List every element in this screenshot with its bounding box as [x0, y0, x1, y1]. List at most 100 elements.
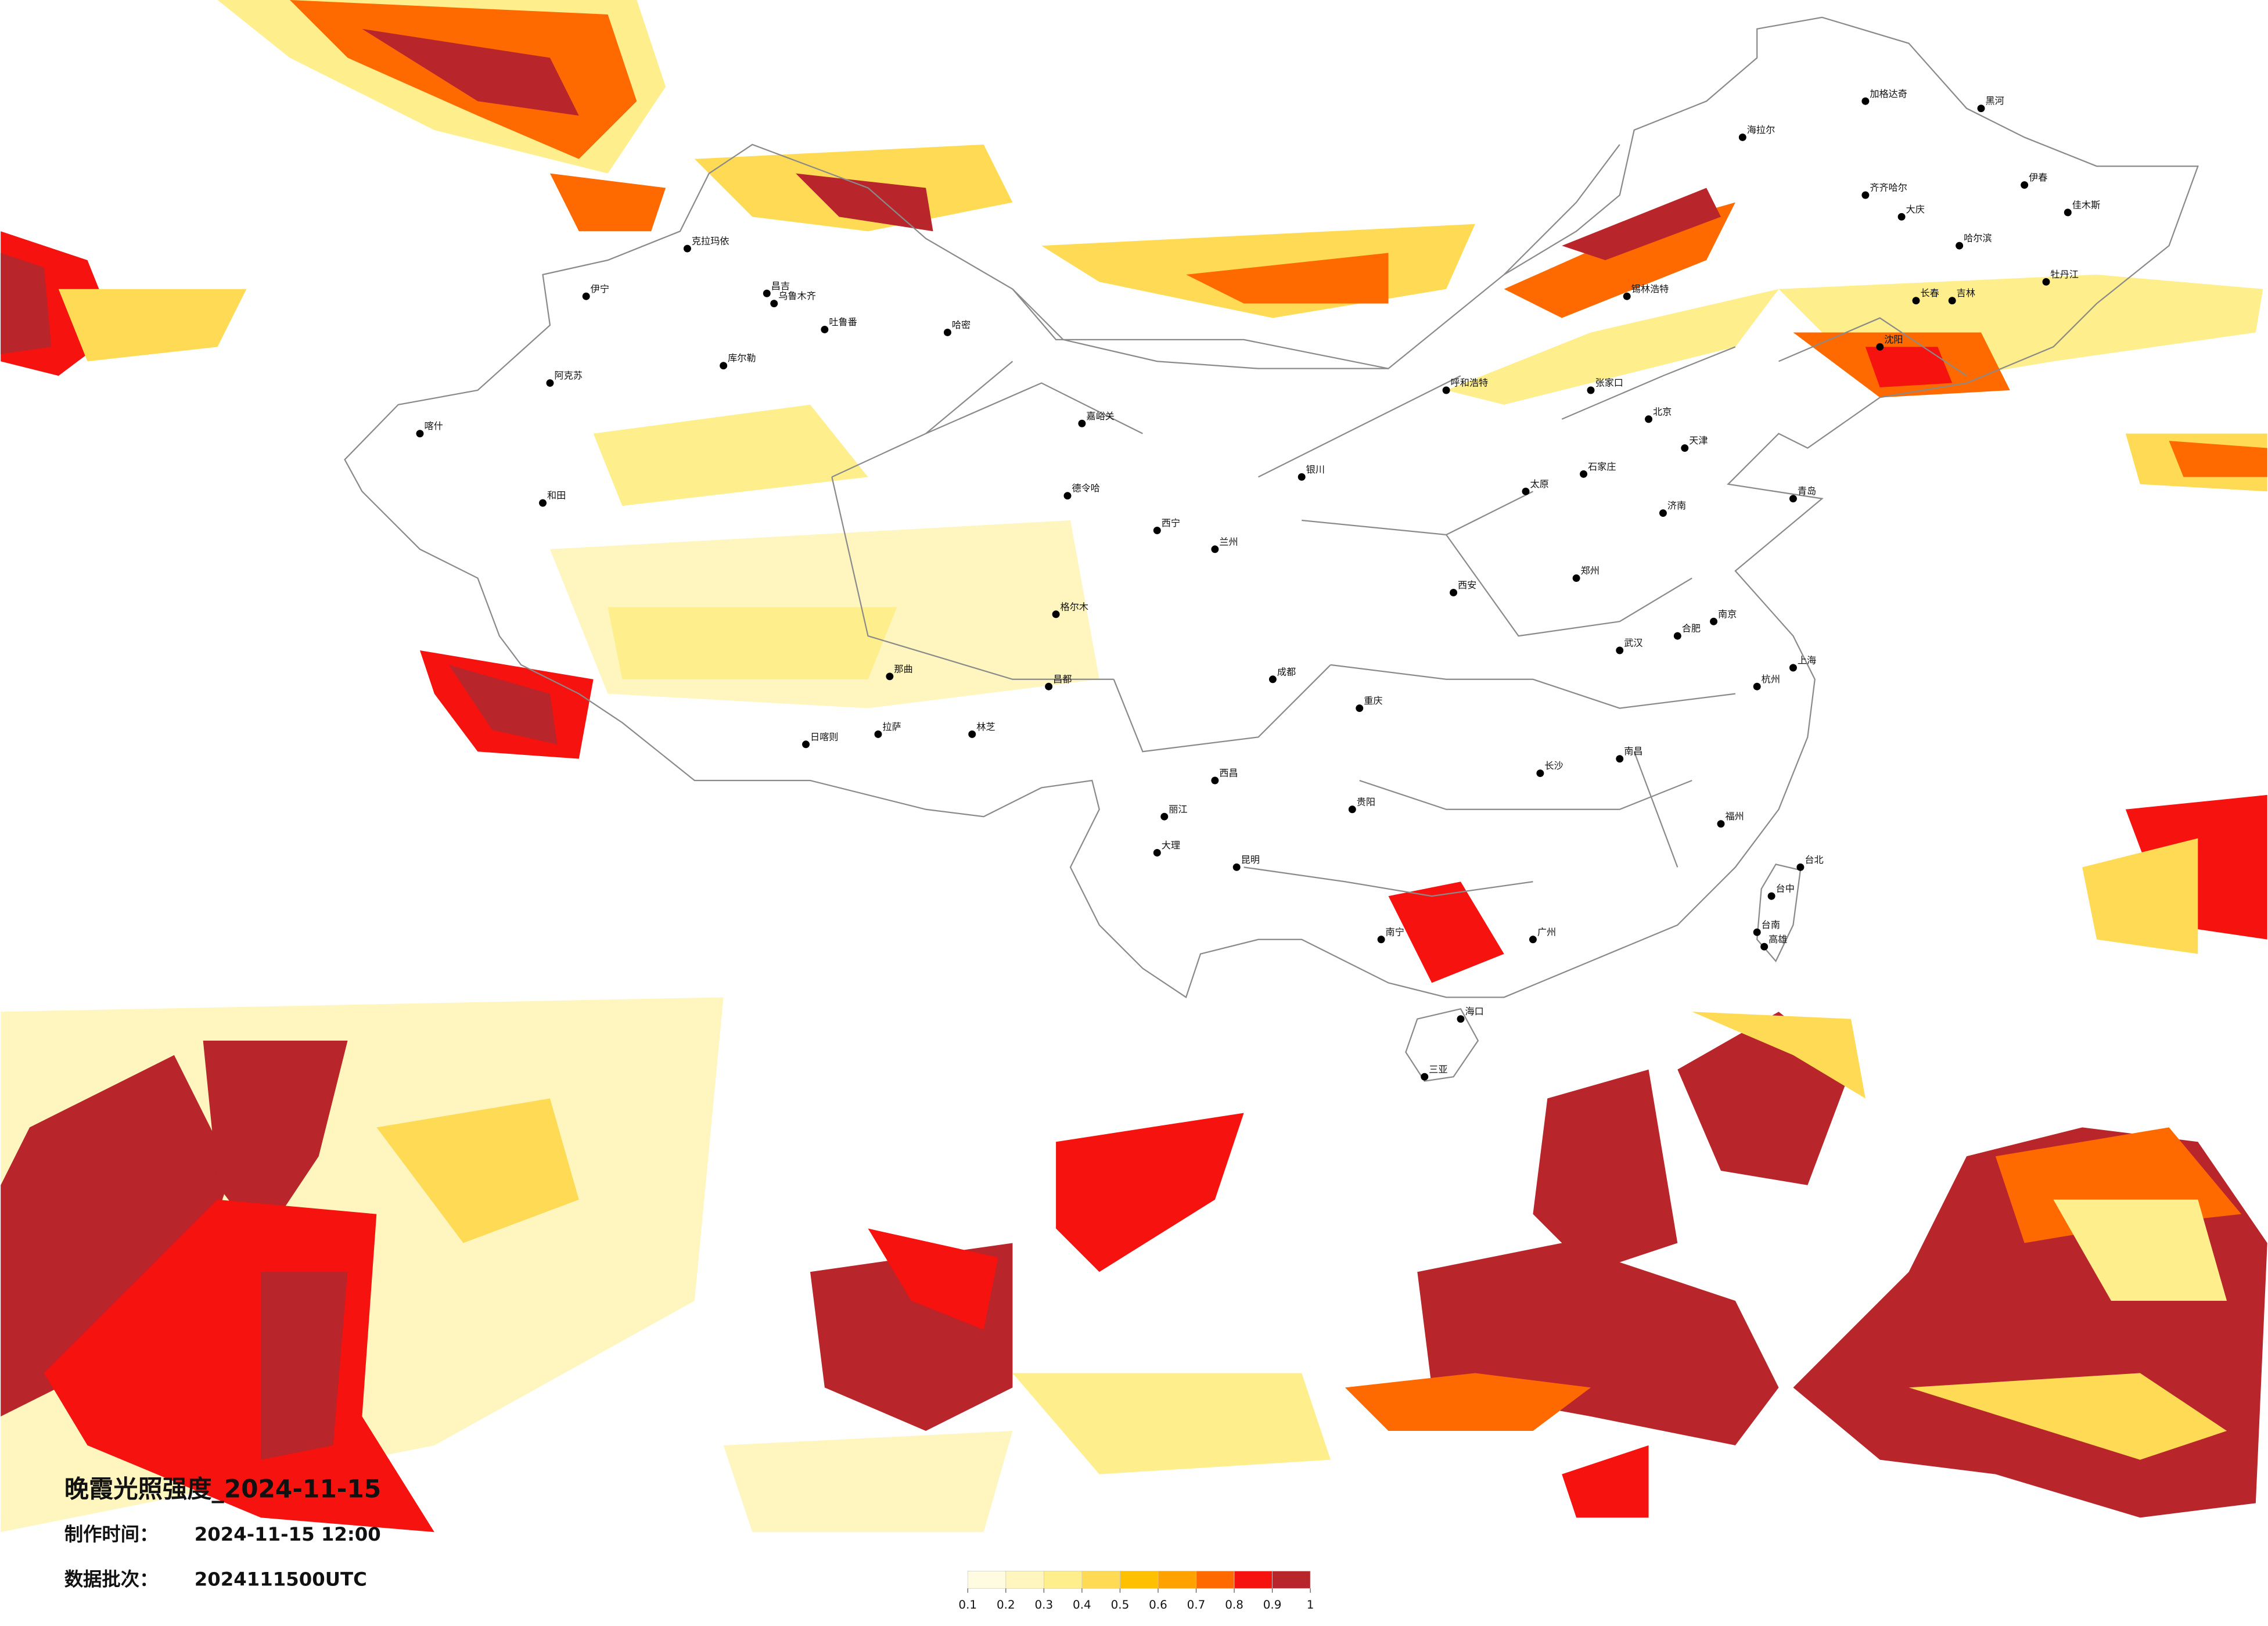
colorbar-tick-label: 0.1	[958, 1598, 977, 1611]
city-dot	[539, 499, 547, 507]
batch-label: 数据批次：	[64, 1568, 159, 1590]
city-label: 西宁	[1162, 517, 1180, 528]
heat-region	[1908, 1373, 2227, 1460]
colorbar-tick-label: 0.4	[1073, 1598, 1091, 1611]
colorbar-tick-label: 0.6	[1149, 1598, 1167, 1611]
heat-region	[2169, 441, 2267, 477]
city-dot	[968, 730, 976, 738]
city-label: 加格达奇	[1870, 88, 1907, 99]
city-dot	[886, 672, 894, 681]
city-dot	[546, 379, 554, 387]
heat-region	[796, 173, 933, 232]
city-dot	[1753, 928, 1761, 936]
heat-region	[593, 404, 868, 506]
city-label: 哈尔滨	[1964, 233, 1992, 244]
heat-region	[549, 173, 666, 232]
heat-region	[1562, 1445, 1649, 1518]
city-label: 银川	[1306, 464, 1325, 475]
city-dot	[2064, 208, 2072, 217]
heat-region	[448, 664, 558, 744]
borders	[344, 16, 2199, 1082]
city-label: 佳木斯	[2072, 199, 2100, 210]
city-dot	[1760, 942, 1769, 951]
colorbar-bin	[1234, 1571, 1273, 1589]
city-label: 武汉	[1624, 638, 1642, 649]
city-dot	[1153, 848, 1161, 857]
city-dot	[2042, 278, 2050, 286]
city-label: 阿克苏	[554, 370, 582, 381]
colorbar-bin	[1120, 1571, 1159, 1589]
colorbar-bin	[967, 1571, 1007, 1589]
city-dot	[1897, 213, 1906, 221]
city-label: 呼和浩特	[1451, 377, 1489, 388]
city-label: 济南	[1667, 500, 1686, 511]
city-dot	[821, 325, 829, 333]
city-label: 北京	[1653, 406, 1672, 417]
city-label: 锡林浩特	[1631, 283, 1669, 294]
city-dot	[1536, 769, 1544, 778]
city-label: 郑州	[1581, 565, 1600, 576]
hainan	[1405, 1008, 1479, 1082]
city-label: 黑河	[1985, 95, 2004, 106]
city-label: 青岛	[1798, 485, 1816, 497]
city-label: 海拉尔	[1747, 124, 1775, 135]
city-dot	[1457, 1015, 1465, 1023]
city-dot	[1211, 545, 1219, 553]
city-dot	[1659, 509, 1667, 517]
heat-region	[58, 289, 247, 362]
heat-region	[608, 607, 897, 679]
city-dot	[770, 300, 778, 308]
city-dot	[683, 244, 691, 253]
city-dot	[1063, 492, 1072, 500]
city-label: 太原	[1530, 479, 1548, 490]
city-label: 台南	[1762, 919, 1780, 930]
city-dot	[582, 292, 590, 300]
city-dot	[1616, 646, 1624, 654]
city-label: 德令哈	[1072, 483, 1099, 494]
colorbar-tick-label: 0.2	[997, 1598, 1015, 1611]
city-dot	[720, 362, 728, 370]
city-label: 克拉玛依	[692, 236, 729, 247]
city-label: 丽江	[1169, 804, 1187, 815]
city-label: 牡丹江	[2050, 269, 2078, 280]
city-dot	[1956, 242, 1964, 250]
heat-region	[1345, 1373, 1591, 1431]
city-label: 广州	[1537, 926, 1556, 937]
heat-region	[1, 1055, 232, 1417]
city-label: 长沙	[1544, 760, 1563, 771]
city-dot	[763, 289, 771, 297]
colorbar-tick-label: 0.9	[1263, 1598, 1282, 1611]
city-dot	[1442, 386, 1450, 394]
city-label: 张家口	[1595, 377, 1623, 388]
city-dot	[1623, 292, 1631, 300]
city-dot	[1717, 820, 1725, 828]
city-dot	[1348, 805, 1356, 814]
heat-region	[376, 1098, 579, 1243]
city-dot	[1356, 704, 1364, 713]
city-label: 格尔木	[1061, 601, 1088, 612]
city-label: 台北	[1805, 854, 1823, 865]
colorbar-tick-label: 1	[1307, 1598, 1314, 1611]
colorbar-tick-label: 0.8	[1225, 1598, 1243, 1611]
city-dot	[1522, 487, 1530, 495]
city-dot	[1681, 444, 1689, 452]
city-label: 伊春	[2029, 172, 2047, 183]
city-label: 天津	[1689, 435, 1708, 446]
colorbar-bin	[1081, 1571, 1120, 1589]
city-label: 齐齐哈尔	[1870, 182, 1907, 193]
heat-region	[1562, 188, 1721, 260]
city-label: 吐鲁番	[829, 316, 857, 328]
heat-region	[261, 1272, 348, 1460]
city-dot	[1377, 936, 1385, 944]
city-dot	[1572, 574, 1580, 582]
city-dot	[416, 430, 424, 438]
city-label: 昌都	[1053, 674, 1072, 685]
colorbar-tick-label: 0.7	[1187, 1598, 1206, 1611]
city-label: 重庆	[1364, 695, 1382, 706]
china-outline	[344, 16, 2199, 999]
city-label: 南昌	[1624, 746, 1642, 757]
city-dot	[1616, 755, 1624, 763]
heat-region	[2053, 1199, 2227, 1301]
city-dot	[1587, 386, 1595, 394]
